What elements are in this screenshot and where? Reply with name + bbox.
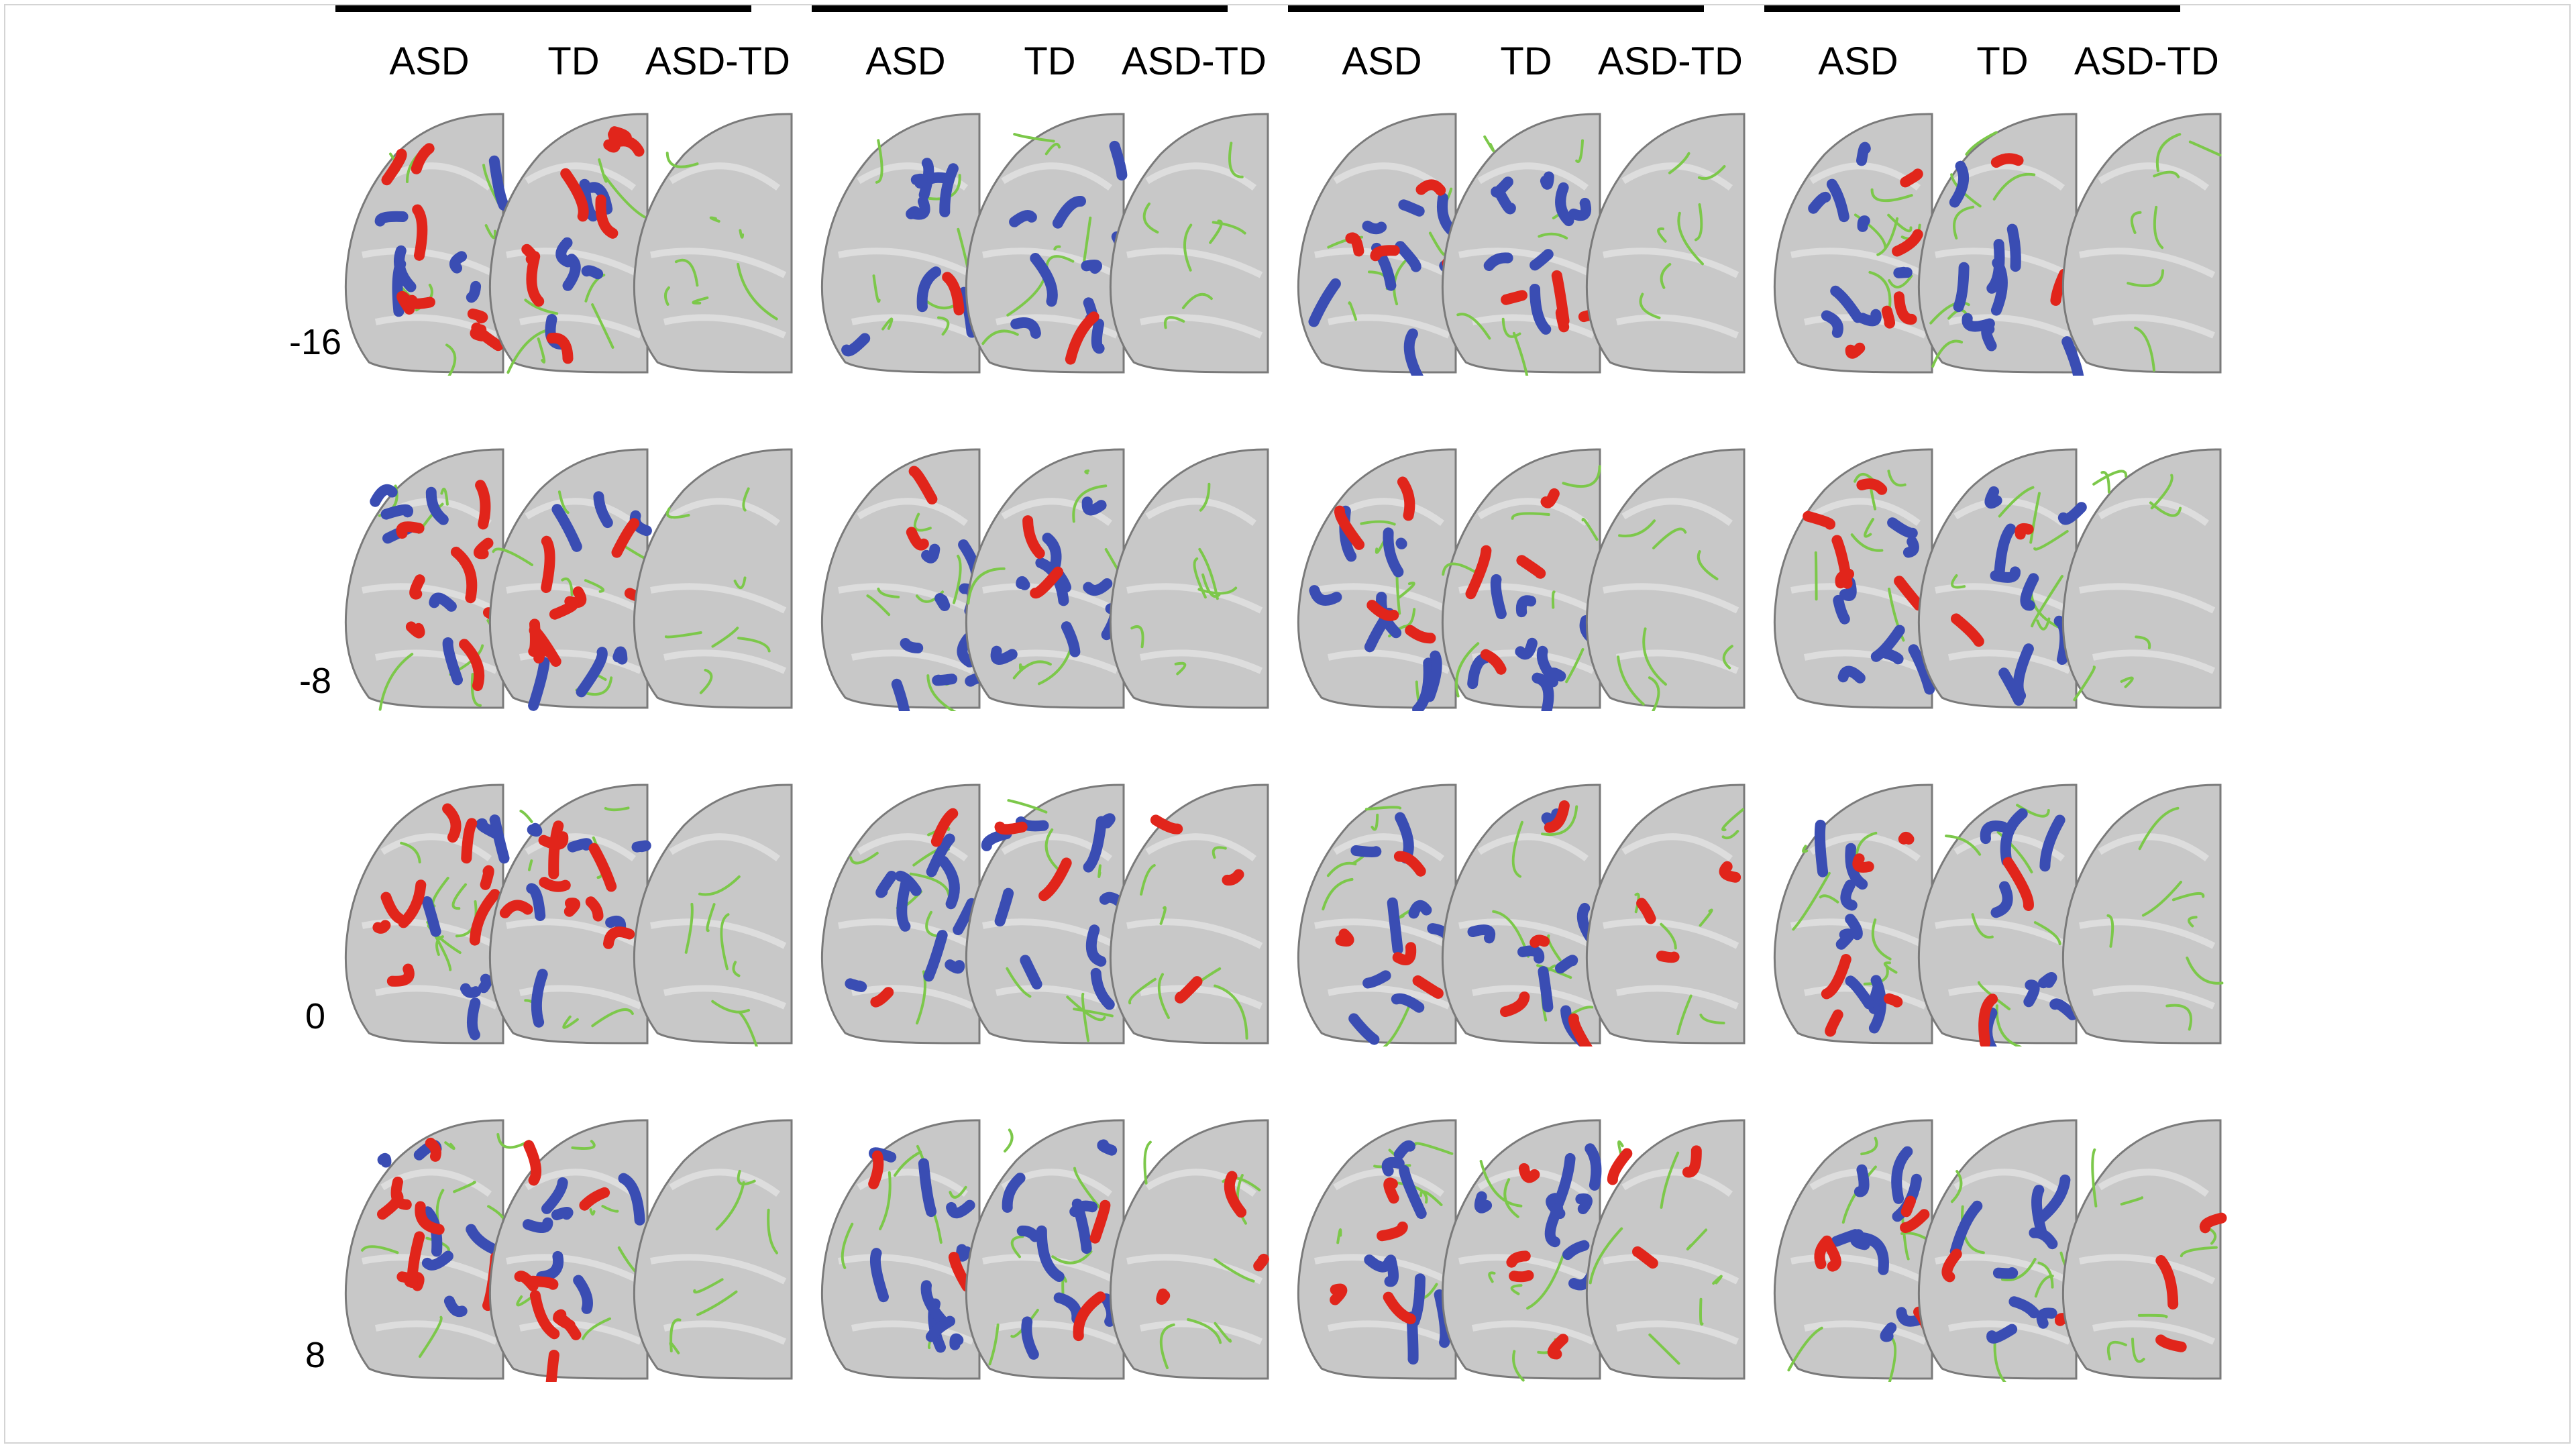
brain-slice-image [2053,443,2241,711]
brain-slice-image [956,107,1144,376]
brain-slice-image [1432,443,1620,711]
brain-slice-image [2053,1114,2241,1382]
brain-slice-image [1764,443,1952,711]
brain-slice-image [335,107,523,376]
column-label: TD [1976,40,2029,83]
group-rule [335,5,751,12]
brain-slice-image [480,107,667,376]
brain-slice-image [812,443,1000,711]
group-rule [812,5,1228,12]
brain-slice-image [624,443,812,711]
brain-slice-image [812,778,1000,1046]
column-label: TD [547,40,600,83]
brain-slice-image [1576,107,1764,376]
column-label: ASD-TD [1598,40,1743,83]
brain-slice-image [1909,778,2096,1046]
slice-label: 8 [305,1335,326,1375]
brain-slice-image [335,778,523,1046]
brain-slice-image [1909,107,2096,376]
column-label: ASD [1342,40,1422,83]
brain-slice-image [2053,107,2241,376]
column-label: TD [1500,40,1552,83]
brain-slice-image [624,107,812,376]
column-label: ASD [1818,40,1898,83]
brain-slice-image [335,1114,523,1382]
brain-slice-image [956,1114,1144,1382]
brain-slice-image [956,443,1144,711]
brain-slice-image [1288,778,1476,1046]
brain-slice-image [1764,778,1952,1046]
brain-slice-image [1764,1114,1952,1382]
brain-slice-image [480,443,667,711]
brain-slice-image [1288,1114,1476,1382]
brain-slice-image [1432,1114,1620,1382]
column-label: ASD-TD [1122,40,1267,83]
brain-slice-image [624,778,812,1046]
brain-slice-image [480,778,667,1046]
brain-slice-image [1100,443,1288,711]
column-label: ASD [389,40,470,83]
brain-slice-image [1100,107,1288,376]
brain-slice-image [1100,1114,1288,1382]
brain-slice-image [1432,778,1620,1046]
slice-label: -8 [299,661,331,701]
brain-slice-image [480,1114,667,1382]
column-label: ASD-TD [2074,40,2219,83]
brain-slice-image [1576,1114,1764,1382]
figure-frame [4,4,2571,1444]
brain-slice-image [1432,107,1620,376]
brain-slice-image [1909,443,2096,711]
slice-label: -16 [288,322,342,362]
brain-slice-image [2053,778,2241,1046]
brain-slice-image [1764,107,1952,376]
brain-slice-image [1576,443,1764,711]
column-label: TD [1024,40,1076,83]
brain-slice-image [1100,778,1288,1046]
brain-slice-image [1288,443,1476,711]
brain-slice-image [1909,1114,2096,1382]
brain-slice-image [1288,107,1476,376]
brain-slice-image [1576,778,1764,1046]
brain-slice-image [812,1114,1000,1382]
group-rule [1764,5,2180,12]
column-label: ASD-TD [645,40,790,83]
brain-slice-image [624,1114,812,1382]
slice-label: 0 [305,996,326,1036]
group-rule [1288,5,1704,12]
brain-slice-image [335,443,523,711]
column-label: ASD [865,40,946,83]
